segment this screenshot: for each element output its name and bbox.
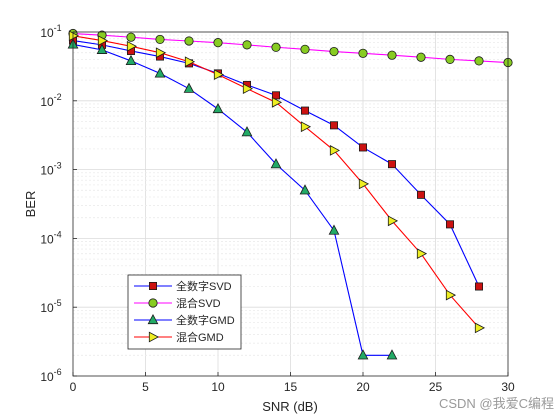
data-point — [213, 38, 223, 48]
legend-entry: 全数字SVD — [134, 279, 232, 293]
data-point — [183, 82, 195, 93]
data-point — [300, 106, 309, 115]
data-point — [474, 282, 483, 291]
x-tick-label: 15 — [284, 380, 298, 394]
data-point — [68, 30, 80, 42]
series-line — [72, 43, 392, 356]
data-point — [445, 220, 454, 229]
data-point — [212, 102, 224, 114]
data-point — [96, 43, 108, 54]
y-tick-label: 10-3 — [40, 161, 61, 178]
data-point — [300, 121, 312, 133]
data-point — [416, 248, 428, 260]
data-point — [97, 35, 109, 46]
series-4 — [68, 30, 486, 334]
data-point — [126, 40, 138, 52]
legend-marker — [147, 313, 159, 325]
axis-ticks: 0 5 10 15 20 25 30 10-1 10-2 10-3 10-4 10-5 10-6 — [40, 23, 515, 394]
data-point — [184, 36, 194, 46]
data-point — [271, 91, 280, 100]
data-point — [184, 56, 196, 68]
x-tick-label: 5 — [142, 380, 149, 394]
y-axis-label: BER — [23, 191, 38, 218]
data-point — [329, 46, 339, 57]
data-point — [386, 349, 398, 360]
x-tick-label: 10 — [211, 380, 225, 394]
x-tick-label: 0 — [70, 380, 77, 394]
data-point — [125, 54, 137, 66]
data-point — [155, 34, 165, 45]
data-point — [213, 69, 225, 81]
data-point — [358, 48, 368, 58]
y-tick-label: 10-4 — [40, 229, 61, 246]
legend-marker — [148, 331, 160, 343]
legend-entry: 全数字GMD — [134, 313, 235, 327]
data-point — [241, 126, 253, 137]
data-point — [271, 96, 283, 108]
data-point — [445, 54, 455, 64]
legend-marker — [148, 281, 157, 290]
data-point — [242, 40, 252, 50]
data-point — [126, 32, 136, 42]
data-point — [474, 56, 484, 66]
y-tick-label: 10-5 — [40, 298, 61, 315]
x-tick-label: 25 — [429, 380, 443, 394]
data-point — [242, 83, 254, 95]
data-point — [358, 178, 370, 190]
data-point — [358, 143, 367, 152]
data-point — [299, 184, 311, 195]
y-tick-label: 10-1 — [40, 23, 61, 40]
legend-entry: 混合SVD — [134, 296, 221, 310]
x-tick-label: 20 — [356, 380, 370, 394]
legend-marker — [148, 298, 158, 308]
data-point — [416, 190, 425, 199]
y-tick-label: 10-6 — [40, 367, 61, 384]
data-point — [387, 50, 397, 60]
y-tick-label: 10-2 — [40, 92, 61, 109]
data-point — [329, 145, 341, 156]
data-point — [154, 67, 166, 78]
data-point — [387, 160, 396, 169]
data-point — [300, 44, 310, 54]
legend-label: 全数字GMD — [176, 313, 235, 327]
x-axis-label: SNR (dB) — [262, 399, 318, 414]
data-point — [329, 121, 338, 130]
legend-label: 混合GMD — [176, 330, 224, 344]
series-line — [72, 32, 509, 64]
data-point — [328, 224, 340, 235]
legend-label: 全数字SVD — [176, 279, 232, 293]
data-point — [416, 52, 426, 62]
x-tick-label: 30 — [501, 380, 515, 394]
data-point — [474, 322, 486, 334]
data-point — [155, 47, 167, 59]
data-point — [271, 42, 281, 52]
data-point — [387, 215, 399, 227]
data-point — [445, 289, 457, 301]
watermark-text: CSDN @我爱C编程 — [439, 396, 554, 411]
legend-label: 混合SVD — [176, 296, 221, 310]
legend-entry: 混合GMD — [134, 330, 224, 344]
data-point — [270, 158, 282, 169]
data-point — [357, 349, 369, 360]
legend: 全数字SVD 混合SVD 全数字GMD 混合GMD — [127, 274, 242, 350]
